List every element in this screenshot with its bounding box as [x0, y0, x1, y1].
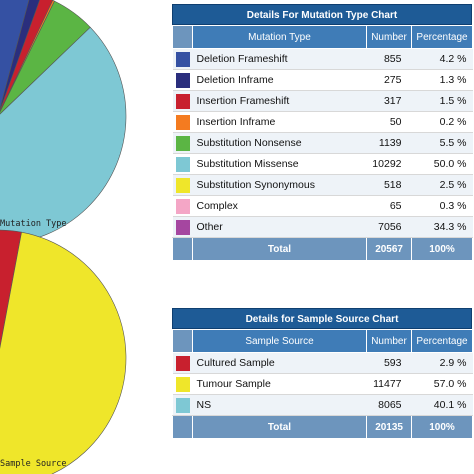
mutation-type-percentage: 0.3 %: [411, 195, 473, 217]
sample-source-table: Sample Source Number Percentage Cultured…: [172, 329, 473, 439]
mutation-type-table-title: Details For Mutation Type Chart: [172, 4, 472, 25]
header-sample-source: Sample Source: [192, 329, 367, 353]
sample-source-percentage: 57.0 %: [411, 373, 473, 395]
mutation-type-percentage: 4.2 %: [411, 48, 473, 70]
mutation-type-label: Other: [192, 216, 367, 238]
mutation-type-label: Complex: [192, 195, 367, 217]
mutation-type-number: 7056: [366, 216, 412, 238]
mutation-type-label: Substitution Missense: [192, 153, 367, 175]
legend-swatch: [172, 195, 193, 217]
mutation-type-table-panel: Details For Mutation Type Chart Mutation…: [172, 4, 473, 261]
mutation-type-number: 50: [366, 111, 412, 133]
header-mutation-type: Mutation Type: [192, 25, 367, 49]
legend-swatch: [172, 111, 193, 133]
legend-swatch: [172, 153, 193, 175]
table-row: Deletion Frameshift 855 4.2 %: [172, 48, 473, 70]
mutation-type-number: 10292: [366, 153, 412, 175]
total-number: 20567: [366, 237, 412, 261]
legend-swatch: [172, 69, 193, 91]
legend-swatch: [172, 90, 193, 112]
mutation-type-percentage: 34.3 %: [411, 216, 473, 238]
table-row: Other 7056 34.3 %: [172, 216, 473, 238]
table-row: Substitution Synonymous 518 2.5 %: [172, 174, 473, 196]
table-row: Deletion Inframe 275 1.3 %: [172, 69, 473, 91]
header-percentage: Percentage: [411, 25, 473, 49]
table-total-row: Total 20567 100%: [172, 237, 473, 261]
table-row: Substitution Missense 10292 50.0 %: [172, 153, 473, 175]
total-label: Total: [192, 415, 367, 439]
mutation-type-pie-slice-substitution-missense: [0, 26, 127, 245]
total-percentage: 100%: [411, 415, 473, 439]
mutation-type-number: 855: [366, 48, 412, 70]
mutation-type-percentage: 5.5 %: [411, 132, 473, 154]
header-number: Number: [366, 25, 412, 49]
mutation-type-percentage: 2.5 %: [411, 174, 473, 196]
table-header-row: Sample Source Number Percentage: [172, 329, 473, 353]
header-number: Number: [366, 329, 412, 353]
mutation-type-pie-slice-deletion-frameshift: [0, 0, 30, 110]
legend-swatch: [172, 394, 193, 416]
mutation-type-number: 65: [366, 195, 412, 217]
sample-source-percentage: 2.9 %: [411, 352, 473, 374]
pie-caption-sample-source: Sample Source: [0, 459, 67, 469]
mutation-type-label: Substitution Synonymous: [192, 174, 367, 196]
mutation-type-label: Deletion Frameshift: [192, 48, 367, 70]
sample-source-pie-slice-tumour-sample: [0, 231, 127, 474]
mutation-type-label: Substitution Nonsense: [192, 132, 367, 154]
total-percentage: 100%: [411, 237, 473, 261]
header-percentage: Percentage: [411, 329, 473, 353]
table-row: Insertion Inframe 50 0.2 %: [172, 111, 473, 133]
total-label: Total: [192, 237, 367, 261]
mutation-type-number: 275: [366, 69, 412, 91]
mutation-type-number: 317: [366, 90, 412, 112]
sample-source-label: NS: [192, 394, 367, 416]
total-swatch-cell: [172, 415, 193, 439]
sample-source-table-title: Details for Sample Source Chart: [172, 308, 472, 329]
sample-source-percentage: 40.1 %: [411, 394, 473, 416]
table-row: Insertion Frameshift 317 1.5 %: [172, 90, 473, 112]
mutation-type-number: 518: [366, 174, 412, 196]
mutation-type-label: Insertion Frameshift: [192, 90, 367, 112]
legend-swatch: [172, 216, 193, 238]
sample-source-label: Cultured Sample: [192, 352, 367, 374]
mutation-type-percentage: 1.5 %: [411, 90, 473, 112]
pie-caption-mutation-type: Mutation Type: [0, 219, 67, 229]
header-swatch-cell: [172, 25, 193, 49]
table-row: Tumour Sample 11477 57.0 %: [172, 373, 473, 395]
table-row: Complex 65 0.3 %: [172, 195, 473, 217]
table-row: Substitution Nonsense 1139 5.5 %: [172, 132, 473, 154]
sample-source-label: Tumour Sample: [192, 373, 367, 395]
total-swatch-cell: [172, 237, 193, 261]
legend-swatch: [172, 132, 193, 154]
legend-swatch: [172, 373, 193, 395]
sample-source-number: 8065: [366, 394, 412, 416]
sample-source-table-panel: Details for Sample Source Chart Sample S…: [172, 308, 473, 439]
total-number: 20135: [366, 415, 412, 439]
table-row: NS 8065 40.1 %: [172, 394, 473, 416]
mutation-type-label: Deletion Inframe: [192, 69, 367, 91]
legend-swatch: [172, 174, 193, 196]
table-row: Cultured Sample 593 2.9 %: [172, 352, 473, 374]
mutation-type-label: Insertion Inframe: [192, 111, 367, 133]
legend-swatch: [172, 48, 193, 70]
mutation-type-number: 1139: [366, 132, 412, 154]
mutation-type-percentage: 50.0 %: [411, 153, 473, 175]
mutation-type-percentage: 1.3 %: [411, 69, 473, 91]
header-swatch-cell: [172, 329, 193, 353]
table-header-row: Mutation Type Number Percentage: [172, 25, 473, 49]
sample-source-number: 11477: [366, 373, 412, 395]
legend-swatch: [172, 352, 193, 374]
table-total-row: Total 20135 100%: [172, 415, 473, 439]
mutation-type-percentage: 0.2 %: [411, 111, 473, 133]
sample-source-number: 593: [366, 352, 412, 374]
mutation-type-table: Mutation Type Number Percentage Deletion…: [172, 25, 473, 261]
